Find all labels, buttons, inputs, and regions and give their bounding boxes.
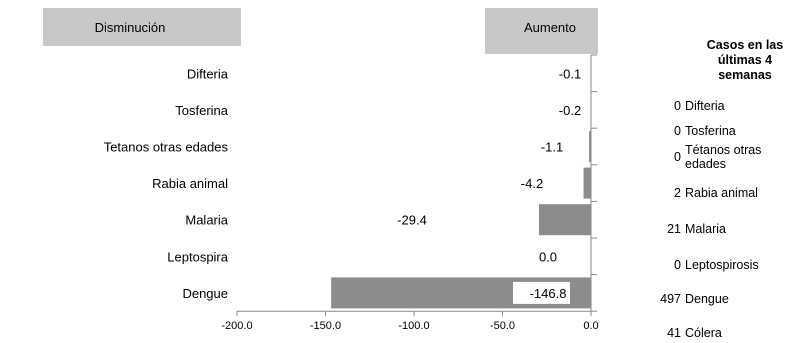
value-axis-tick-label-1: -150.0 (310, 320, 341, 332)
bar-2 (589, 131, 591, 162)
side-row-name: Cólera (685, 326, 722, 340)
side-table-title: Casos en las últimas 4 semanas (706, 38, 784, 82)
category-label-2: Tetanos otras edades (104, 140, 229, 155)
side-row: 0 Leptospirosis (633, 256, 797, 274)
side-row-count: 21 (667, 222, 681, 236)
value-axis-tick-label-2: -100.0 (398, 320, 429, 332)
side-row: 0 Tétanos otras edades (633, 143, 797, 171)
data-label-5: 0.0 (539, 249, 557, 264)
side-row-count: 0 (674, 258, 681, 272)
category-label-4: Malaria (185, 213, 228, 228)
category-label-5: Leptospira (167, 249, 228, 264)
side-table: Casos en las últimas 4 semanas 0 Difteria… (633, 0, 797, 343)
value-axis-tick-label-0: -200.0 (221, 320, 252, 332)
side-row: 21 Malaria (633, 220, 797, 238)
decrease-header-label: Disminución (95, 20, 166, 35)
chart: Disminución Aumento -200.0 -150.0 -100.0 -5… (43, 8, 599, 332)
side-row-count: 41 (667, 326, 681, 340)
category-label-3: Rabia animal (152, 176, 228, 191)
increase-header-box (485, 8, 598, 54)
side-row-name: Malaria (685, 222, 726, 236)
side-row: 0 Difteria (633, 97, 797, 115)
value-axis-tick-label-3: -50.0 (490, 320, 515, 332)
side-row: 0 Tosferina (633, 122, 797, 140)
side-row-name: Dengue (685, 292, 729, 306)
bar-3 (583, 167, 591, 199)
data-label-1: -0.2 (559, 103, 581, 118)
category-label-1: Tosferina (175, 103, 229, 118)
side-row-name: Tosferina (685, 124, 736, 138)
data-label-6: -146.8 (530, 286, 567, 301)
side-row: 41 Cólera (633, 324, 797, 342)
data-label-3: -4.2 (521, 176, 543, 191)
side-row-count: 497 (660, 292, 681, 306)
data-label-0: -0.1 (559, 66, 581, 81)
side-row-name: Tétanos otras edades (685, 143, 762, 171)
side-row-name: Leptospirosis (685, 258, 759, 272)
data-label-box-6 (513, 281, 570, 304)
side-row: 2 Rabia animal (633, 184, 797, 202)
decrease-header-box (43, 8, 241, 46)
side-row-count: 0 (674, 150, 681, 164)
data-label-4: -29.4 (397, 213, 427, 228)
category-label-6: Dengue (182, 286, 228, 301)
side-row-count: 2 (674, 186, 681, 200)
increase-header-label: Aumento (524, 20, 576, 35)
bar-4 (538, 204, 591, 236)
side-row: 497 Dengue (633, 290, 797, 308)
data-label-2: -1.1 (541, 140, 563, 155)
side-row-name: Rabia animal (685, 186, 758, 200)
category-label-0: Difteria (187, 66, 229, 81)
side-row-count: 0 (674, 124, 681, 138)
side-row-name: Difteria (685, 99, 725, 113)
side-row-count: 0 (674, 99, 681, 113)
value-axis-tick-label-4: 0.0 (583, 320, 598, 332)
